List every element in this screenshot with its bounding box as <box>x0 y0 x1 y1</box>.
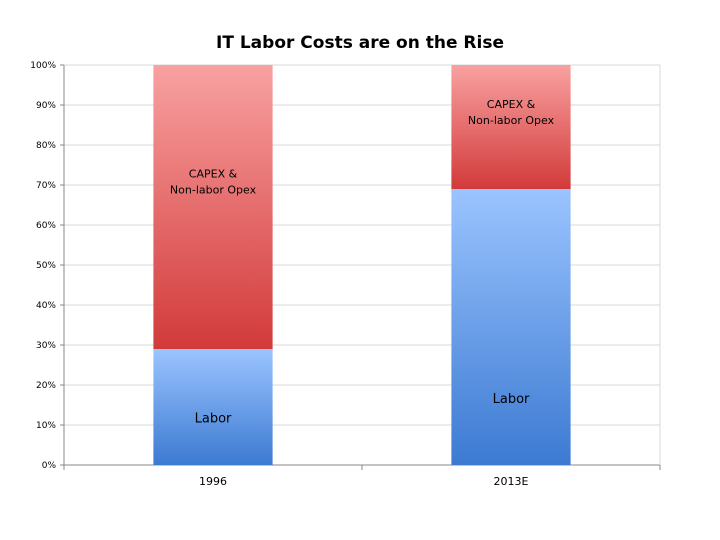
y-tick-label: 50% <box>36 261 56 271</box>
y-tick-label: 100% <box>30 61 56 71</box>
y-tick-label: 80% <box>36 141 56 151</box>
bar-capex <box>153 65 273 349</box>
y-tick-labels: 0% 10% 20% 30% 40% 50% 60% 70% 80% 90% 100% <box>30 61 56 471</box>
y-tick-label: 0% <box>42 461 57 471</box>
segment-label: Labor <box>493 392 530 407</box>
bar-labor <box>451 189 571 465</box>
y-tick-label: 90% <box>36 101 56 111</box>
bars: Labor CAPEX & Non-labor Opex Labor CAPEX & No… <box>153 65 571 465</box>
y-tick-label: 10% <box>36 421 56 431</box>
y-tick-label: 40% <box>36 301 56 311</box>
bar-capex <box>451 65 571 189</box>
y-tick-label: 70% <box>36 181 56 191</box>
bar-labor <box>153 349 273 465</box>
x-tick-label: 1996 <box>199 475 227 488</box>
y-tick-label: 60% <box>36 221 56 231</box>
segment-label: CAPEX & <box>189 167 238 180</box>
segment-label: Non-labor Opex <box>170 183 257 196</box>
y-tick-label: 30% <box>36 341 56 351</box>
chart-title: IT Labor Costs are on the Rise <box>216 33 504 53</box>
segment-label: Labor <box>195 412 232 427</box>
y-tick-label: 20% <box>36 381 56 391</box>
x-tick-label: 2013E <box>494 475 529 488</box>
segment-label: CAPEX & <box>487 98 536 111</box>
x-tick-labels: 1996 2013E <box>199 475 529 488</box>
segment-label: Non-labor Opex <box>468 114 555 127</box>
